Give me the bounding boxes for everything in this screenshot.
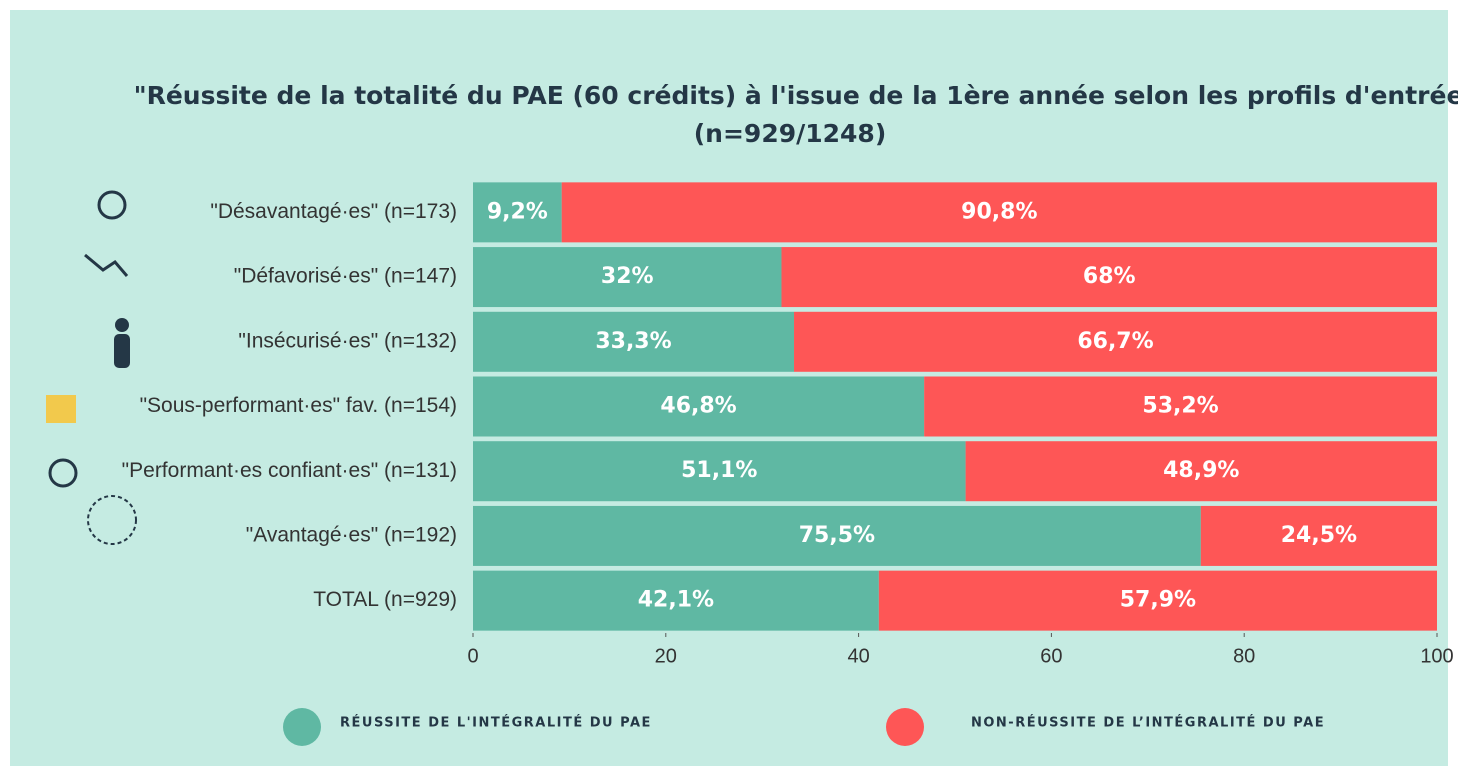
bar-segment	[473, 311, 795, 372]
value-label: 68%	[1083, 264, 1136, 289]
legend-swatch	[886, 708, 924, 746]
value-label: 57,9%	[1120, 588, 1196, 613]
bar-segment	[878, 570, 1437, 631]
bar-segment	[473, 247, 782, 308]
value-label: 33,3%	[595, 329, 671, 354]
value-label: 42,1%	[638, 588, 714, 613]
legend-label: RÉUSSITE DE L'INTÉGRALITÉ DU PAE	[340, 715, 652, 731]
icon	[114, 334, 130, 368]
y-tick-label: "Insécurisé·es" (n=132)	[238, 329, 457, 352]
icon	[97, 190, 127, 220]
bar-segment	[1200, 505, 1437, 566]
bar-segment	[473, 505, 1201, 566]
x-tick-label: 20	[655, 645, 677, 667]
icon	[87, 495, 137, 545]
value-label: 9,2%	[487, 199, 548, 224]
y-tick-label: "Sous-performant·es" fav. (n=154)	[140, 394, 457, 417]
value-label: 24,5%	[1281, 523, 1357, 548]
icons	[46, 190, 137, 545]
x-tick-label: 100	[1420, 645, 1453, 667]
legend-label: NON-RÉUSSITE DE L’INTÉGRALITÉ DU PAE	[971, 715, 1325, 731]
value-label: 75,5%	[799, 523, 875, 548]
bar-segment	[781, 247, 1437, 308]
chart-subtitle: (n=929/1248)	[694, 119, 887, 148]
bar-segment	[965, 441, 1437, 502]
bar-segment	[561, 182, 1437, 243]
legend-swatch	[283, 708, 321, 746]
icon	[84, 253, 129, 277]
x-tick-label: 80	[1233, 645, 1255, 667]
y-tick-label: TOTAL (n=929)	[313, 588, 457, 611]
y-tick-label: "Défavorisé·es" (n=147)	[234, 265, 457, 288]
chart-title: "Réussite de la totalité du PAE (60 créd…	[134, 81, 1458, 110]
bar-segment	[473, 570, 879, 631]
icon	[48, 458, 78, 488]
bar-segment	[473, 182, 562, 243]
value-label: 48,9%	[1163, 458, 1239, 483]
value-label: 51,1%	[681, 458, 757, 483]
value-label: 46,8%	[660, 394, 736, 419]
value-label: 66,7%	[1077, 329, 1153, 354]
x-tick-label: 0	[467, 645, 478, 667]
y-tick-label: "Avantagé·es" (n=192)	[246, 523, 457, 546]
icon	[46, 395, 76, 423]
x-tick-label: 60	[1040, 645, 1062, 667]
bar-segment	[924, 376, 1437, 437]
value-label: 53,2%	[1142, 394, 1218, 419]
y-tick-label: "Performant·es confiant·es" (n=131)	[122, 459, 457, 482]
bar-segment	[473, 376, 925, 437]
icon	[115, 318, 129, 332]
value-label: 32%	[601, 264, 654, 289]
bar-segment	[794, 311, 1437, 372]
x-tick-label: 40	[847, 645, 869, 667]
value-label: 90,8%	[961, 199, 1037, 224]
y-tick-label: "Désavantagé·es" (n=173)	[210, 200, 457, 223]
bar-segment	[473, 441, 966, 502]
